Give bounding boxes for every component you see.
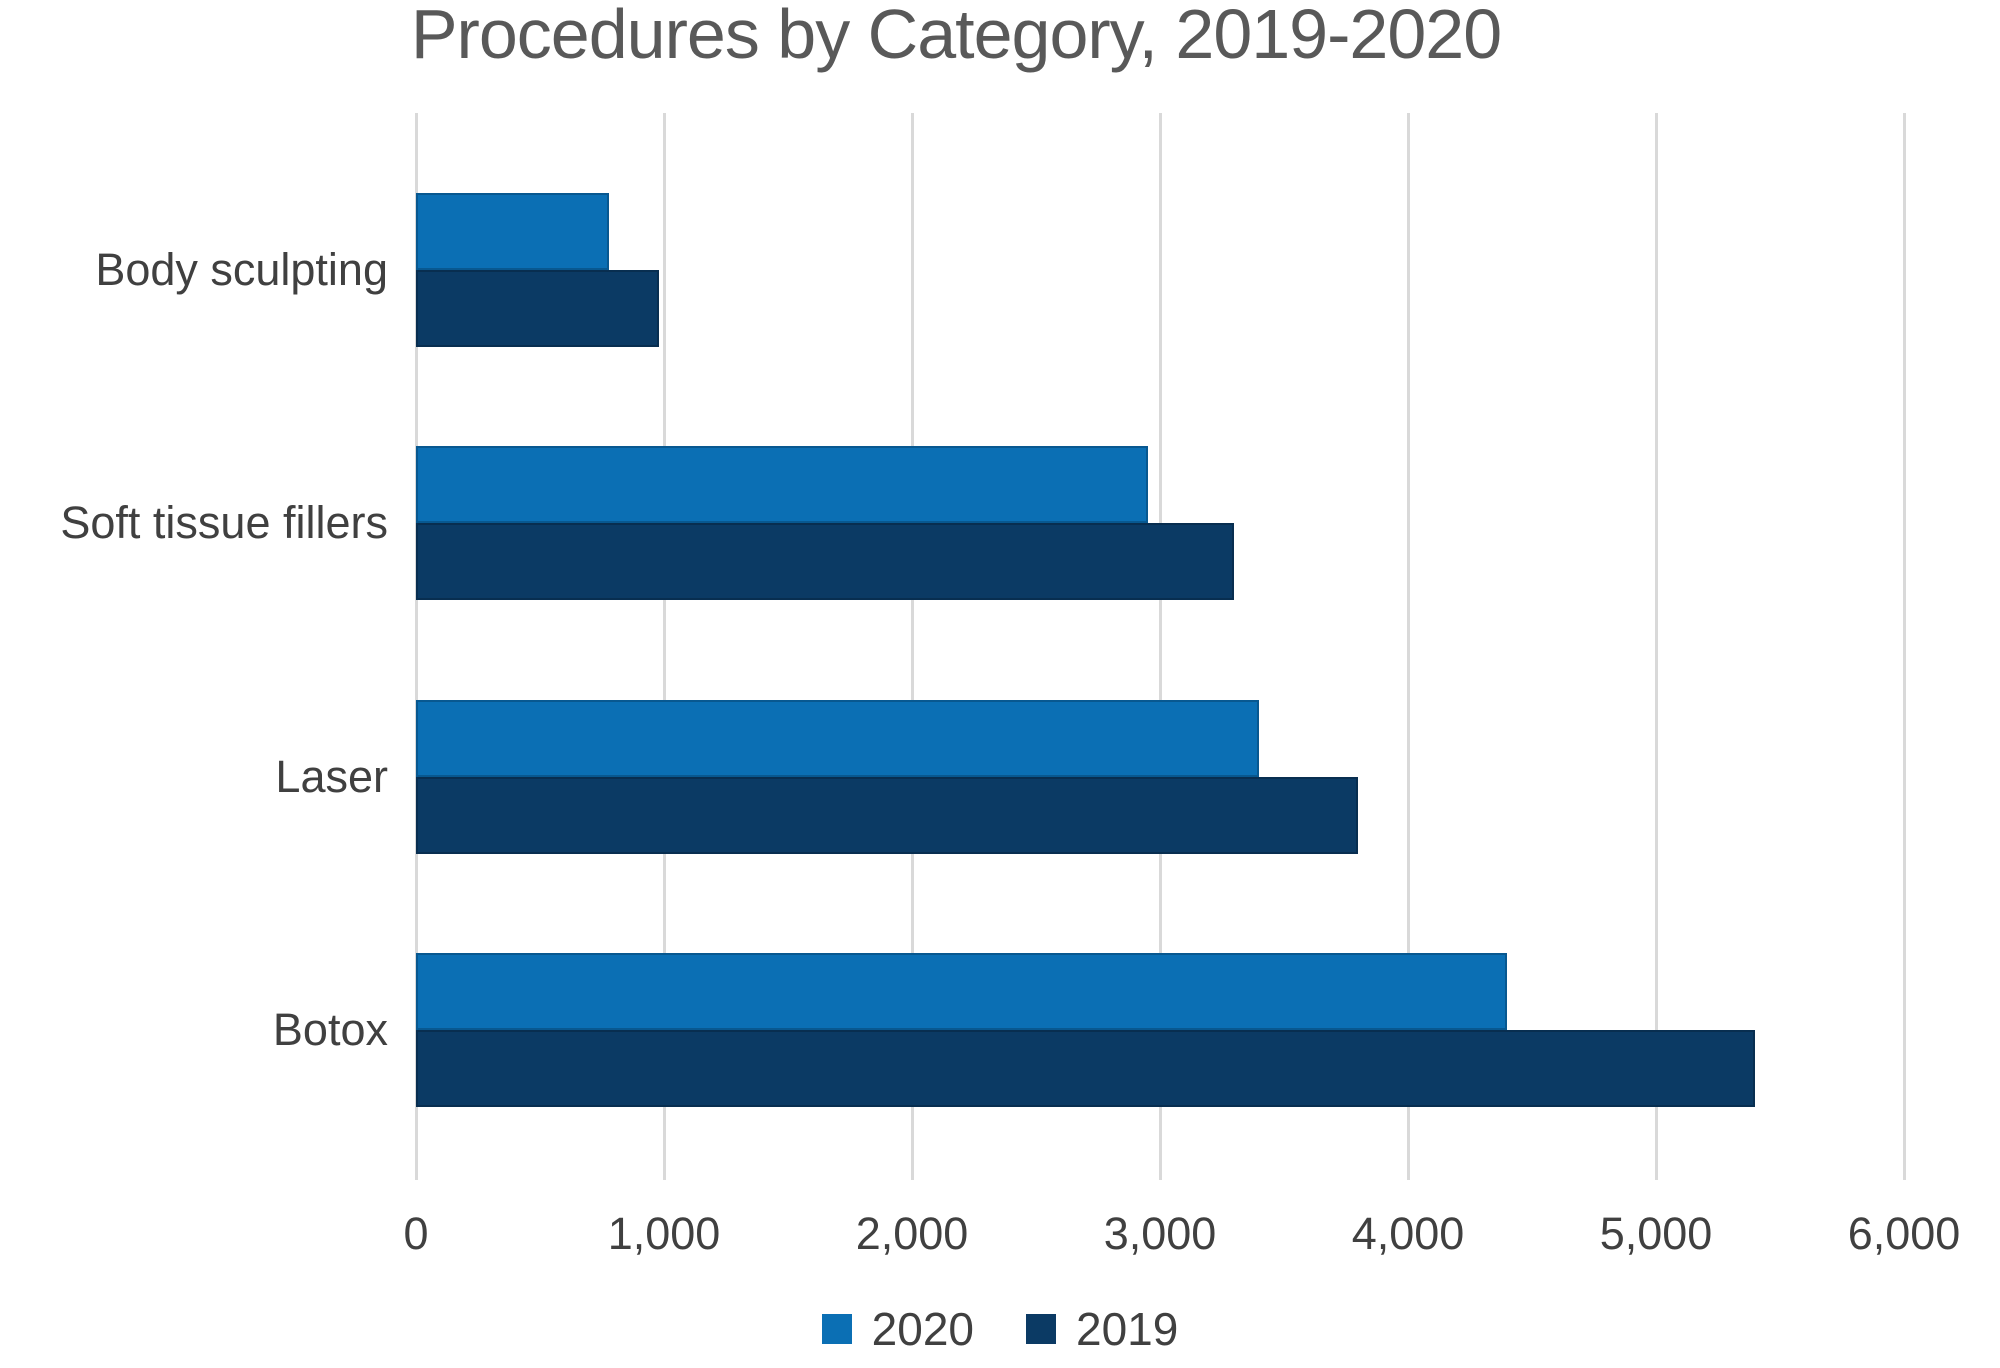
x-tick-label-1000: 1,000 — [607, 1208, 721, 1259]
gridline-4000 — [1406, 113, 1410, 1180]
bar-2019-soft-tissue-fillers — [416, 523, 1235, 601]
plot-area — [414, 113, 1906, 1180]
bar-2020-laser — [416, 699, 1260, 777]
category-label-soft-tissue-fillers: Soft tissue fillers — [60, 497, 388, 549]
x-tick-label-0: 0 — [403, 1208, 429, 1259]
category-label-body-sculpting: Body sculpting — [95, 244, 388, 295]
bar-2019-botox — [416, 1029, 1756, 1107]
x-tick-label-6000: 6,000 — [1847, 1208, 1961, 1259]
gridline-0 — [414, 113, 418, 1180]
x-tick-label-3000: 3,000 — [1103, 1208, 1217, 1259]
legend-label-2020: 2020 — [871, 1303, 974, 1355]
bar-2020-body-sculpting — [416, 193, 610, 270]
gridline-1000 — [662, 113, 666, 1180]
bar-2019-body-sculpting — [416, 270, 660, 347]
legend-label-2019: 2019 — [1076, 1303, 1179, 1355]
bar-2020-soft-tissue-fillers — [416, 446, 1148, 524]
bar-2020-botox — [416, 952, 1508, 1030]
x-tick-label-2000: 2,000 — [855, 1208, 969, 1259]
legend-swatch-2019-icon — [1026, 1314, 1056, 1344]
legend-item-2019: 2019 — [1026, 1302, 1178, 1356]
legend: 2020 2019 — [0, 1302, 2000, 1356]
gridline-3000 — [1158, 113, 1162, 1180]
gridline-5000 — [1654, 113, 1658, 1180]
x-tick-label-5000: 5,000 — [1599, 1208, 1713, 1259]
category-label-laser: Laser — [275, 750, 388, 802]
legend-swatch-2020-icon — [821, 1314, 852, 1344]
gridline-6000 — [1902, 113, 1906, 1180]
category-label-botox: Botox — [272, 1003, 388, 1055]
x-tick-label-4000: 4,000 — [1351, 1208, 1465, 1259]
legend-item-2020: 2020 — [821, 1302, 974, 1356]
gridline-2000 — [910, 113, 914, 1180]
bar-2019-laser — [416, 776, 1359, 854]
chart-title: Procedures by Category, 2019-2020 — [410, 0, 1502, 73]
